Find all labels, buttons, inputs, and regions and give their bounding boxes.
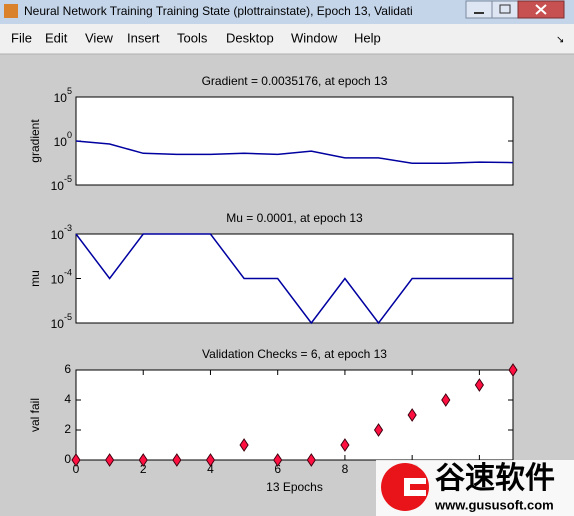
data-marker: [340, 438, 350, 452]
menu-item[interactable]: View: [85, 30, 114, 45]
menu-item[interactable]: Window: [291, 30, 338, 45]
chart-title: Mu = 0.0001, at epoch 13: [226, 211, 363, 225]
x-tick-label: 8: [342, 462, 349, 476]
x-tick-label: 4: [207, 462, 214, 476]
app-icon: [4, 4, 18, 18]
y-tick-exponent: 0: [67, 130, 72, 140]
y-tick-label: 2: [64, 422, 71, 436]
data-marker: [474, 378, 484, 392]
axes-background: [75, 369, 514, 461]
y-tick-base: 10: [51, 179, 65, 193]
window-buttons[interactable]: [465, 0, 565, 19]
y-tick-base: 10: [51, 273, 65, 287]
y-tick-label: 0: [64, 452, 71, 466]
data-marker: [71, 453, 81, 467]
menu-item[interactable]: Tools: [177, 30, 208, 45]
menu-item[interactable]: Help: [354, 30, 381, 45]
data-marker: [508, 363, 518, 377]
y-tick-exponent: -5: [64, 312, 72, 322]
x-axis-label: 13 Epochs: [266, 480, 323, 494]
y-tick-label: 100: [54, 130, 72, 149]
data-marker: [239, 438, 249, 452]
menu-item[interactable]: Desktop: [226, 30, 274, 45]
y-tick-label: 105: [54, 86, 72, 105]
axes-background: [75, 96, 514, 186]
data-line: [75, 233, 513, 325]
y-tick-exponent: -4: [64, 268, 72, 278]
y-tick-label: 10-5: [51, 174, 72, 193]
chart-title: Validation Checks = 6, at epoch 13: [202, 347, 387, 361]
data-marker: [441, 393, 451, 407]
watermark-url: www.gususoft.com: [434, 497, 554, 512]
menu-item[interactable]: File: [11, 30, 32, 45]
data-marker: [306, 453, 316, 467]
y-tick-exponent: -5: [64, 174, 72, 184]
y-tick-label: 10-5: [51, 312, 72, 331]
y-tick-label: 6: [64, 362, 71, 376]
dock-arrow[interactable]: ↘: [556, 35, 564, 46]
minimize-button[interactable]: [465, 0, 493, 19]
x-tick-label: 0: [73, 462, 80, 476]
data-marker: [373, 423, 384, 437]
data-marker: [205, 453, 216, 467]
watermark: 谷速软件 www.gususoft.com: [376, 460, 574, 516]
window-title: Neural Network Training Training State (…: [24, 4, 413, 18]
y-tick-base: 10: [54, 91, 68, 105]
y-tick-base: 10: [51, 317, 65, 331]
y-tick-base: 10: [54, 135, 68, 149]
menu-item[interactable]: Insert: [127, 30, 160, 45]
data-marker: [105, 453, 115, 467]
watermark-brand: 谷速软件: [435, 462, 555, 495]
menu-item[interactable]: Edit: [45, 30, 68, 45]
data-marker: [138, 453, 148, 467]
data-marker: [273, 453, 283, 467]
data-line: [75, 140, 514, 164]
x-tick-label: 6: [274, 462, 281, 476]
x-tick-label: 2: [140, 462, 147, 476]
data-marker: [172, 453, 182, 467]
chart-title: Gradient = 0.0035176, at epoch 13: [202, 74, 388, 88]
y-axis-label: mu: [28, 270, 42, 287]
y-tick-label: 10-3: [51, 223, 72, 242]
y-tick-base: 10: [51, 228, 65, 242]
y-axis-label: gradient: [28, 119, 42, 163]
y-tick-exponent: -3: [64, 223, 72, 233]
y-tick-exponent: 5: [67, 86, 72, 96]
menu-bar: [0, 24, 574, 54]
y-tick-label: 4: [64, 392, 71, 406]
data-marker: [407, 408, 417, 422]
maximize-button[interactable]: [491, 0, 519, 19]
y-tick-label: 10-4: [51, 268, 72, 287]
y-axis-label: val fail: [28, 398, 42, 432]
